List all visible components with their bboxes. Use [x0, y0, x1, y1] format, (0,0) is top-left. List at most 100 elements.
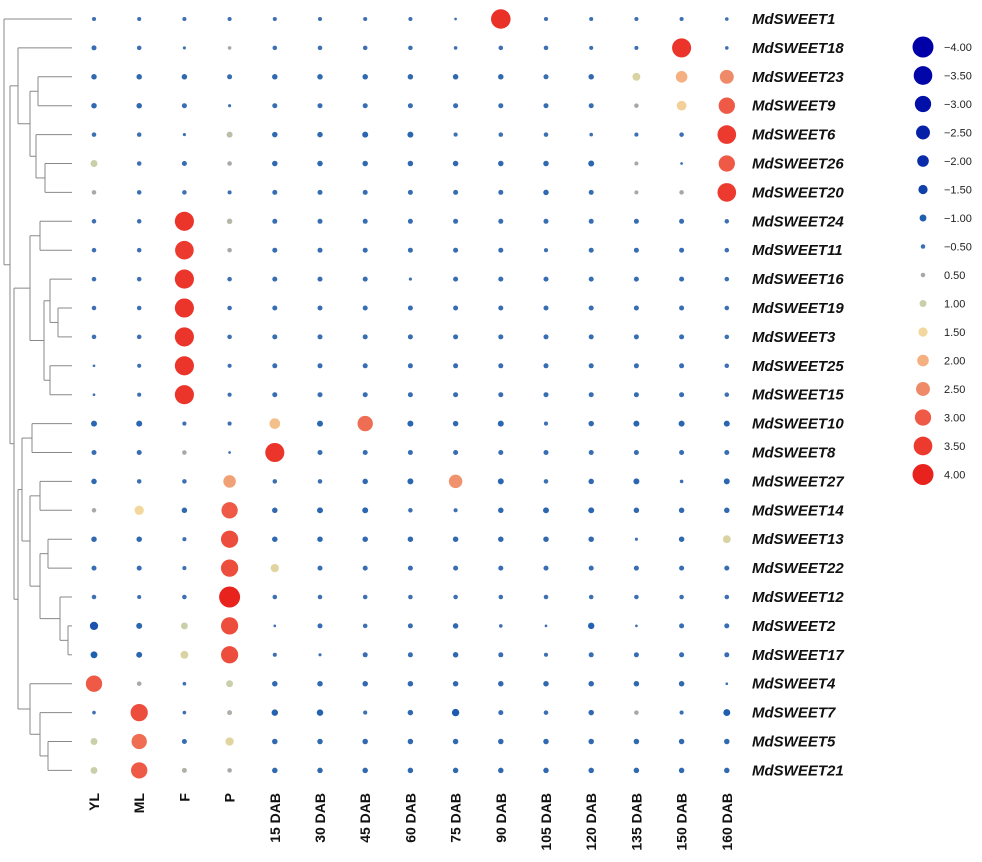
- bubble-MdSWEET2-15-DAB: [273, 624, 277, 628]
- bubble-MdSWEET21-P: [227, 768, 232, 773]
- bubble-grid: [85, 9, 737, 779]
- bubble-MdSWEET15-75-DAB: [453, 392, 459, 398]
- legend-bubble-1.00: [919, 300, 927, 307]
- bubble-MdSWEET15-60-DAB: [407, 392, 413, 398]
- bubble-MdSWEET16-P: [227, 276, 232, 282]
- bubble-MdSWEET26-160-DAB: [718, 155, 735, 172]
- bubble-MdSWEET22-160-DAB: [724, 565, 730, 571]
- bubble-MdSWEET9-120-DAB: [588, 103, 594, 109]
- bubble-MdSWEET21-F: [181, 767, 187, 773]
- bubble-MdSWEET13-F: [182, 537, 187, 542]
- bubble-MdSWEET16-75-DAB: [453, 276, 459, 282]
- gene-label-MdSWEET13: MdSWEET13: [752, 531, 844, 548]
- bubble-MdSWEET21-45-DAB: [362, 767, 368, 774]
- bubble-MdSWEET4-45-DAB: [362, 680, 368, 687]
- bubble-MdSWEET27-30-DAB: [317, 479, 323, 484]
- bubble-MdSWEET9-YL: [91, 102, 97, 109]
- bubble-MdSWEET5-160-DAB: [724, 738, 730, 745]
- bubble-MdSWEET17-30-DAB: [318, 653, 322, 657]
- bubble-MdSWEET11-90-DAB: [498, 247, 504, 253]
- bubble-MdSWEET25-105-DAB: [543, 363, 549, 369]
- bubble-MdSWEET23-120-DAB: [588, 74, 594, 80]
- bubble-MdSWEET19-60-DAB: [407, 305, 413, 311]
- bubble-MdSWEET26-P: [227, 161, 232, 166]
- bubble-MdSWEET11-60-DAB: [407, 247, 413, 253]
- bubble-MdSWEET5-P: [225, 737, 234, 746]
- bubble-MdSWEET14-15-DAB: [272, 507, 278, 514]
- bubble-MdSWEET7-150-DAB: [679, 710, 684, 715]
- bubble-MdSWEET10-120-DAB: [588, 420, 594, 427]
- bubble-MdSWEET15-120-DAB: [588, 392, 594, 398]
- bubble-MdSWEET18-ML: [136, 45, 142, 51]
- legend-label--2.00: −2.00: [944, 156, 972, 168]
- bubble-MdSWEET21-150-DAB: [678, 767, 685, 774]
- legend-bubble--3.00: [914, 95, 932, 113]
- col-label-F: F: [176, 793, 192, 802]
- bubble-MdSWEET9-60-DAB: [407, 103, 413, 109]
- bubble-MdSWEET8-60-DAB: [407, 449, 413, 456]
- bubble-MdSWEET25-60-DAB: [407, 363, 413, 369]
- bubble-MdSWEET10-F: [182, 421, 187, 426]
- bubble-MdSWEET24-30-DAB: [317, 218, 323, 224]
- col-label-105-DAB: 105 DAB: [538, 793, 554, 851]
- bubble-MdSWEET13-75-DAB: [452, 536, 459, 542]
- bubble-MdSWEET9-150-DAB: [676, 100, 687, 111]
- bubble-MdSWEET9-75-DAB: [453, 103, 459, 109]
- bubble-MdSWEET22-90-DAB: [498, 565, 504, 571]
- bubble-MdSWEET11-75-DAB: [453, 247, 459, 253]
- bubble-MdSWEET25-150-DAB: [679, 363, 685, 369]
- bubble-MdSWEET12-90-DAB: [498, 594, 504, 600]
- bubble-MdSWEET17-ML: [136, 651, 143, 658]
- bubble-MdSWEET20-135-DAB: [634, 190, 639, 195]
- bubble-MdSWEET18-135-DAB: [634, 45, 639, 50]
- bubble-MdSWEET2-135-DAB: [635, 624, 638, 628]
- bubble-MdSWEET1-105-DAB: [543, 16, 549, 22]
- gene-label-MdSWEET6: MdSWEET6: [752, 127, 836, 144]
- legend-bubble--0.50: [920, 244, 926, 249]
- bubble-MdSWEET1-15-DAB: [272, 16, 277, 22]
- bubble-MdSWEET6-ML: [136, 132, 142, 137]
- bubble-MdSWEET22-ML: [136, 565, 142, 571]
- bubble-MdSWEET24-105-DAB: [543, 218, 549, 224]
- bubble-MdSWEET11-45-DAB: [362, 247, 368, 253]
- bubble-MdSWEET25-ML: [137, 363, 142, 368]
- bubble-MdSWEET7-60-DAB: [407, 709, 414, 716]
- bubble-MdSWEET20-105-DAB: [543, 189, 549, 196]
- bubble-MdSWEET24-90-DAB: [498, 218, 504, 224]
- bubble-MdSWEET16-135-DAB: [633, 276, 639, 282]
- bubble-MdSWEET23-P: [227, 74, 233, 80]
- bubble-MdSWEET18-150-DAB: [672, 38, 692, 58]
- bubble-MdSWEET5-ML: [131, 733, 147, 750]
- bubble-MdSWEET9-ML: [136, 102, 142, 109]
- bubble-MdSWEET16-160-DAB: [724, 276, 730, 282]
- bubble-MdSWEET14-F: [181, 507, 188, 514]
- bubble-MdSWEET2-F: [180, 622, 188, 630]
- bubble-MdSWEET12-30-DAB: [317, 594, 323, 600]
- bubble-MdSWEET14-60-DAB: [408, 508, 413, 513]
- bubble-MdSWEET23-30-DAB: [317, 74, 323, 80]
- bubble-MdSWEET2-150-DAB: [679, 623, 685, 629]
- bubble-MdSWEET24-135-DAB: [633, 218, 639, 224]
- gene-label-MdSWEET5: MdSWEET5: [752, 734, 836, 751]
- bubble-MdSWEET5-120-DAB: [588, 738, 594, 745]
- bubble-MdSWEET13-45-DAB: [362, 536, 368, 542]
- bubble-MdSWEET11-120-DAB: [588, 247, 594, 253]
- bubble-MdSWEET4-30-DAB: [317, 680, 323, 687]
- bubble-MdSWEET2-45-DAB: [362, 623, 368, 629]
- bubble-MdSWEET27-ML: [136, 479, 142, 484]
- gene-label-MdSWEET18: MdSWEET18: [752, 40, 844, 57]
- bubble-MdSWEET21-ML: [131, 762, 148, 779]
- bubble-MdSWEET17-P: [220, 646, 239, 664]
- bubble-MdSWEET5-75-DAB: [452, 738, 459, 745]
- bubble-MdSWEET5-45-DAB: [362, 738, 368, 745]
- bubble-MdSWEET12-60-DAB: [408, 594, 413, 600]
- bubble-MdSWEET13-120-DAB: [588, 536, 594, 542]
- gene-label-MdSWEET17: MdSWEET17: [752, 647, 844, 664]
- gene-label-MdSWEET21: MdSWEET21: [752, 762, 844, 779]
- bubble-MdSWEET7-120-DAB: [588, 709, 594, 716]
- bubble-MdSWEET27-P: [223, 475, 236, 488]
- bubble-MdSWEET26-75-DAB: [452, 160, 459, 167]
- bubble-MdSWEET19-90-DAB: [498, 305, 504, 311]
- bubble-MdSWEET13-150-DAB: [678, 536, 685, 542]
- bubble-MdSWEET14-30-DAB: [317, 507, 323, 514]
